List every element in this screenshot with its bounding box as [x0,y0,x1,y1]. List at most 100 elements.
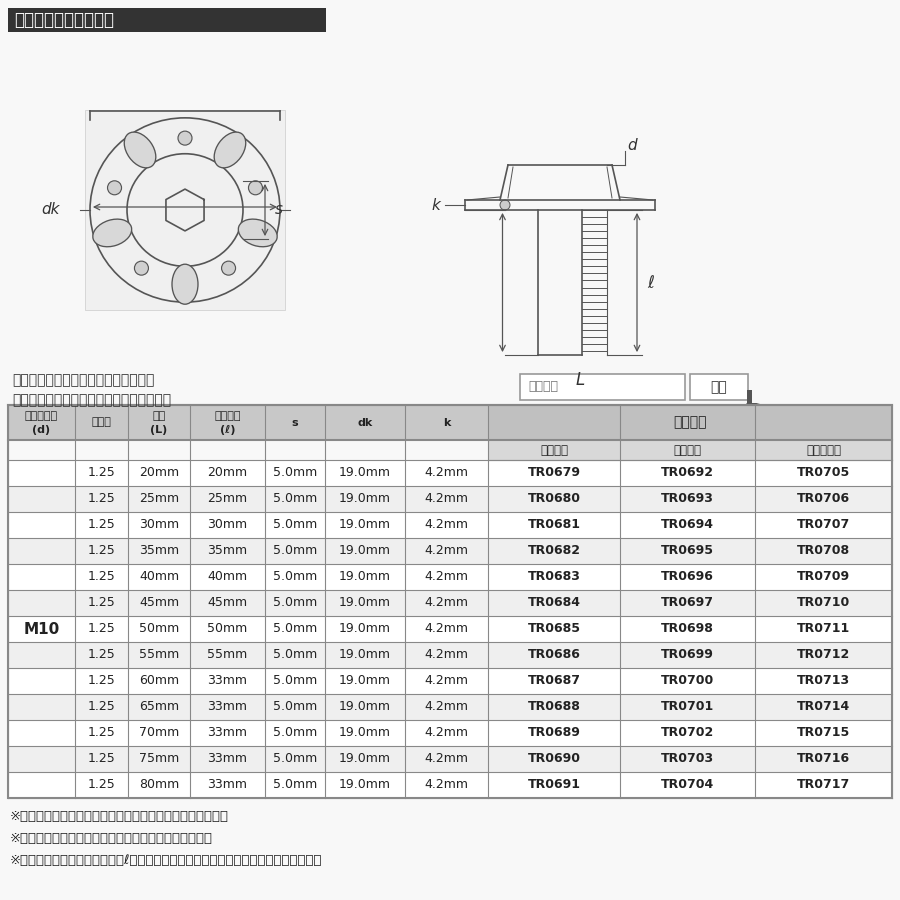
Text: ゴールド: ゴールド [673,444,701,456]
Text: 1.25: 1.25 [87,649,115,662]
Text: 19.0mm: 19.0mm [339,752,391,766]
Text: 65mm: 65mm [139,700,179,714]
Text: ※製造過程の都合でネジ長さ（ℓ）が変わる場合がございます。予めご了承ください。: ※製造過程の都合でネジ長さ（ℓ）が変わる場合がございます。予めご了承ください。 [10,853,322,867]
Text: 19.0mm: 19.0mm [339,649,391,662]
FancyBboxPatch shape [8,720,892,746]
Text: L: L [575,371,585,389]
Text: 25mm: 25mm [207,492,248,506]
Text: TR0694: TR0694 [661,518,714,532]
Text: TR0690: TR0690 [527,752,580,766]
Text: 30mm: 30mm [207,518,248,532]
Text: s: s [275,202,283,218]
Text: 19.0mm: 19.0mm [339,623,391,635]
Text: 4.2mm: 4.2mm [425,674,469,688]
Circle shape [107,181,122,194]
Text: 55mm: 55mm [207,649,248,662]
Text: 1.25: 1.25 [87,726,115,740]
Text: TR0682: TR0682 [527,544,580,557]
Text: 33mm: 33mm [208,778,248,791]
Text: TR0717: TR0717 [796,778,850,791]
Text: 35mm: 35mm [139,544,179,557]
Text: 長さ: 長さ [152,411,166,421]
Text: 4.2mm: 4.2mm [425,571,469,583]
Text: 1.25: 1.25 [87,623,115,635]
Text: TR0706: TR0706 [796,492,850,506]
Circle shape [500,200,510,210]
Text: TR0710: TR0710 [796,597,850,609]
Text: 50mm: 50mm [207,623,248,635]
Text: 35mm: 35mm [207,544,248,557]
Text: 4.2mm: 4.2mm [425,726,469,740]
Text: TR0705: TR0705 [796,466,850,480]
Text: 1.25: 1.25 [87,518,115,532]
Text: 4.2mm: 4.2mm [425,518,469,532]
Text: 33mm: 33mm [208,752,248,766]
FancyBboxPatch shape [488,405,892,440]
Text: TR0704: TR0704 [661,778,714,791]
Text: ※記載の重量は平均値です。個体により誤差がございます。: ※記載の重量は平均値です。個体により誤差がございます。 [10,809,229,823]
Text: TR0691: TR0691 [527,778,580,791]
Text: ネジの呼び: ネジの呼び [25,411,58,421]
Text: 焼きチタン: 焼きチタン [806,444,841,456]
Text: 商品番号: 商品番号 [528,381,558,393]
Text: TR0711: TR0711 [796,623,850,635]
Text: TR0712: TR0712 [796,649,850,662]
Text: 1.25: 1.25 [87,700,115,714]
Circle shape [178,131,192,145]
FancyBboxPatch shape [8,538,892,564]
FancyBboxPatch shape [8,616,892,642]
Text: 5.0mm: 5.0mm [273,623,317,635]
Text: 19.0mm: 19.0mm [339,518,391,532]
Text: 5.0mm: 5.0mm [273,492,317,506]
Text: TR0692: TR0692 [661,466,714,480]
FancyBboxPatch shape [8,460,892,486]
Text: TR0679: TR0679 [527,466,580,480]
Text: 4.2mm: 4.2mm [425,778,469,791]
Text: 45mm: 45mm [139,597,179,609]
Text: 60mm: 60mm [139,674,179,688]
Text: TR0697: TR0697 [661,597,714,609]
Text: ※虹色は個体差により着色が異なる場合がございます。: ※虹色は個体差により着色が異なる場合がございます。 [10,832,213,844]
Text: TR0696: TR0696 [662,571,714,583]
Text: 4.2mm: 4.2mm [425,492,469,506]
Text: 33mm: 33mm [208,726,248,740]
Text: TR0715: TR0715 [796,726,850,740]
Text: 20mm: 20mm [139,466,179,480]
Text: (L): (L) [150,425,167,436]
Text: TR0686: TR0686 [527,649,580,662]
Text: 5.0mm: 5.0mm [273,544,317,557]
FancyBboxPatch shape [8,772,892,798]
Text: TR0684: TR0684 [527,597,580,609]
Text: TR0680: TR0680 [527,492,580,506]
FancyBboxPatch shape [8,405,892,440]
Ellipse shape [238,219,277,247]
Text: dk: dk [357,418,373,428]
Text: 5.0mm: 5.0mm [273,778,317,791]
Text: 5.0mm: 5.0mm [273,726,317,740]
FancyBboxPatch shape [520,374,685,400]
Text: ℓ: ℓ [647,274,654,292]
Text: 1.25: 1.25 [87,752,115,766]
Text: (d): (d) [32,425,50,436]
Text: TR0681: TR0681 [527,518,580,532]
Text: 33mm: 33mm [208,674,248,688]
Text: 4.2mm: 4.2mm [425,623,469,635]
Text: 4.2mm: 4.2mm [425,752,469,766]
Text: TR0695: TR0695 [661,544,714,557]
Text: 20mm: 20mm [207,466,248,480]
Text: 80mm: 80mm [139,778,179,791]
Text: 19.0mm: 19.0mm [339,544,391,557]
Text: 5.0mm: 5.0mm [273,466,317,480]
Text: ストア内検索に商品番号を入力すると: ストア内検索に商品番号を入力すると [12,373,155,387]
Text: TR0698: TR0698 [662,623,714,635]
Text: 55mm: 55mm [139,649,179,662]
Circle shape [134,261,148,275]
Text: 1.25: 1.25 [87,597,115,609]
Text: 4.2mm: 4.2mm [425,466,469,480]
Text: 1.25: 1.25 [87,544,115,557]
FancyBboxPatch shape [8,590,892,616]
Text: 33mm: 33mm [208,700,248,714]
Text: 1.25: 1.25 [87,492,115,506]
Text: k: k [431,197,440,212]
Text: 5.0mm: 5.0mm [273,597,317,609]
